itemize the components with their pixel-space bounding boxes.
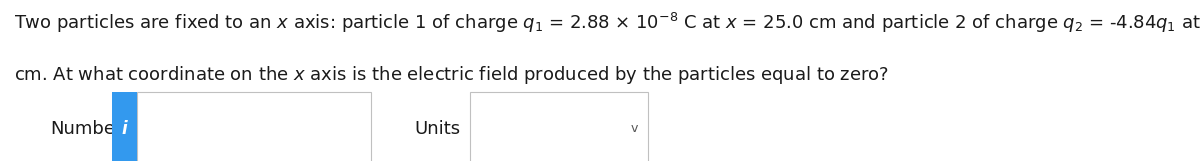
FancyBboxPatch shape: [470, 92, 648, 161]
Text: i: i: [121, 120, 127, 138]
Text: Number: Number: [50, 120, 122, 138]
Text: Units: Units: [414, 120, 460, 138]
Text: cm. At what coordinate on the $x$ axis is the electric field produced by the par: cm. At what coordinate on the $x$ axis i…: [14, 64, 889, 86]
FancyBboxPatch shape: [112, 92, 137, 161]
Text: Two particles are fixed to an $x$ axis: particle 1 of charge $q_1$ = 2.88 × 10$^: Two particles are fixed to an $x$ axis: …: [14, 11, 1200, 35]
FancyBboxPatch shape: [137, 92, 371, 161]
Text: v: v: [631, 122, 638, 135]
